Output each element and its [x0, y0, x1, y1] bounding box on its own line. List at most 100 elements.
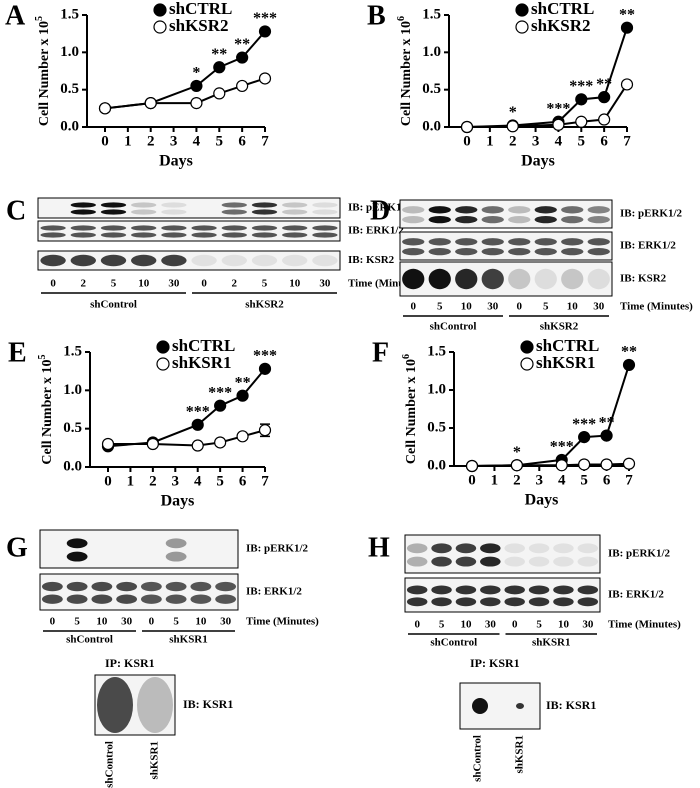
blot-strip: [37, 220, 341, 242]
x-tick-label: 4: [555, 133, 563, 149]
group-label: shKSR1: [532, 637, 571, 649]
data-point: [190, 79, 203, 93]
blot-band: [561, 206, 584, 214]
blot-band: [140, 581, 162, 592]
data-point: [258, 25, 272, 38]
legend-label: shCTRL: [169, 0, 232, 18]
blot-band: [191, 254, 217, 267]
data-point: [214, 399, 227, 412]
time-label: Time (Minutes): [608, 619, 681, 631]
x-tick-label: 2: [509, 133, 517, 149]
blot-band: [561, 268, 584, 290]
x-tick-label: 6: [600, 133, 608, 149]
significance: *: [509, 104, 517, 121]
significance: **: [599, 414, 615, 431]
blot-band: [561, 238, 584, 246]
data-point: [190, 97, 203, 110]
blot-strip: [404, 534, 601, 574]
data-point: [191, 418, 204, 431]
blot-band: [70, 202, 96, 208]
blot-band: [70, 254, 96, 267]
x-tick-label: 0: [463, 133, 471, 149]
x-tick-label: 2: [147, 133, 155, 149]
data-point: [620, 78, 634, 91]
blot-band: [100, 225, 127, 231]
legend-label: shCTRL: [172, 336, 235, 355]
data-point: [575, 93, 588, 106]
legend-label: shKSR1: [172, 353, 232, 372]
lane-label: 2: [81, 278, 87, 290]
blot-band: [100, 202, 127, 208]
blot-band: [221, 202, 247, 208]
significance: *: [513, 444, 521, 461]
blot-band: [504, 543, 525, 554]
blot-band: [428, 215, 451, 224]
blot-band: [312, 202, 338, 208]
data-point: [510, 459, 523, 472]
blot-band: [190, 581, 212, 592]
row-label: IB: pERK1/2: [348, 202, 411, 214]
y-tick-label: 1.0: [427, 381, 446, 397]
data-point: [236, 389, 249, 402]
x-axis-label: Days: [161, 493, 195, 510]
blot-band: [480, 585, 501, 595]
x-tick-label: 4: [193, 133, 201, 149]
row-label: IB: pERK1/2: [608, 548, 671, 560]
blot-band: [455, 238, 478, 246]
data-point: [622, 457, 636, 470]
blot-band: [553, 585, 574, 595]
y-tick-label: 1.5: [63, 343, 82, 359]
blot-band: [66, 594, 88, 604]
legend-marker: [520, 357, 534, 371]
lane-label: shControl: [472, 735, 484, 782]
legend-label: shCTRL: [536, 336, 599, 355]
y-tick-label: 0.0: [427, 457, 446, 473]
y-tick-label: 1.0: [422, 44, 441, 60]
blot-band: [161, 232, 187, 238]
blot-strip: [37, 197, 341, 219]
significance: **: [621, 344, 637, 361]
blot-band: [251, 254, 278, 267]
y-axis-label-exponent: 5: [34, 16, 45, 21]
blot-band: [312, 225, 338, 231]
blot-band: [481, 206, 504, 214]
row-label: IB: KSR1: [546, 698, 596, 712]
blot-band: [577, 597, 599, 607]
blot-band: [406, 585, 428, 595]
data-point: [460, 120, 474, 134]
blot-strip: [404, 577, 601, 613]
data-point: [258, 424, 272, 437]
row-label: IB: ERK1/2: [348, 225, 404, 237]
blot-strip: [459, 682, 541, 730]
lane-label: 30: [121, 616, 133, 628]
group-label: shControl: [430, 637, 477, 649]
data-point: [598, 113, 611, 126]
blot-band: [534, 206, 557, 214]
y-tick-label: 1.0: [60, 44, 79, 60]
y-tick-label: 0.0: [422, 118, 441, 134]
blot-band: [455, 247, 478, 256]
x-tick-label: 2: [513, 472, 521, 488]
blot-band: [215, 594, 237, 604]
x-tick-label: 0: [468, 472, 476, 488]
blot-band: [428, 238, 451, 246]
blot-band: [455, 597, 477, 607]
lane-label: 5: [173, 616, 179, 628]
blot-band: [587, 247, 610, 256]
lane-label: 10: [460, 619, 472, 631]
blot-band: [528, 556, 550, 567]
time-label: Time (Minutes): [620, 301, 693, 313]
data-point: [600, 429, 613, 442]
y-axis-label-exponent: 6: [401, 354, 412, 359]
blot-band: [312, 232, 338, 238]
blot-band: [587, 238, 610, 246]
x-tick-label: 5: [580, 472, 588, 488]
y-axis-label: Cell Number x 106: [401, 354, 419, 464]
data-point: [506, 120, 519, 133]
series-line: [466, 83, 628, 128]
blot-band: [534, 268, 557, 290]
group-label: shControl: [430, 321, 477, 333]
blot-band: [191, 232, 217, 238]
y-tick-label: 1.5: [60, 6, 79, 22]
